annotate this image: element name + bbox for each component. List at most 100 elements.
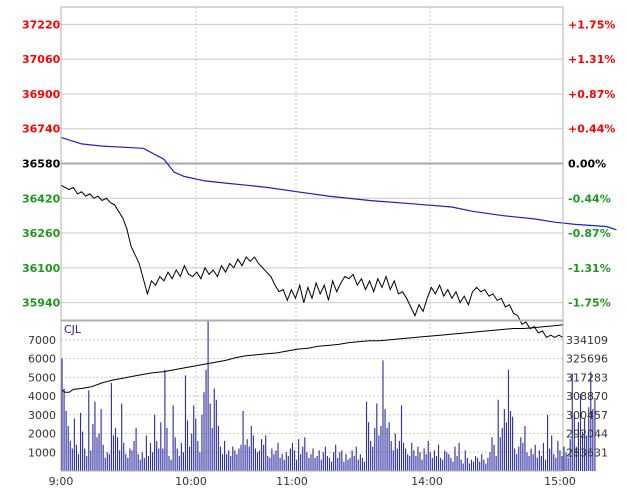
volume-bar — [252, 435, 254, 471]
volume-bar — [178, 456, 180, 471]
volume-bar — [514, 448, 516, 471]
percent-tick-label: +1.75% — [568, 18, 615, 31]
volume-bar — [279, 457, 281, 471]
volume-bar — [544, 459, 547, 471]
volume-bar — [267, 456, 269, 471]
volume-bar — [396, 448, 398, 471]
volume-bar — [129, 448, 131, 471]
volume-bar — [61, 358, 63, 471]
volume-bar — [215, 399, 217, 471]
volume-tick-label: 1000 — [28, 446, 56, 459]
volume-bar — [328, 457, 331, 471]
volume-bar — [141, 452, 143, 471]
percent-tick-label: -1.75% — [568, 297, 611, 310]
volume-bar — [289, 448, 291, 471]
price-tick-label: 36420 — [22, 192, 61, 205]
volume-bar — [586, 435, 588, 471]
volume-bar — [73, 418, 75, 471]
volume-bar — [271, 448, 273, 471]
volume-bar — [361, 457, 363, 471]
volume-bar — [368, 422, 370, 471]
volume-bar — [374, 427, 376, 471]
volume-bar — [96, 437, 98, 471]
volume-bar — [400, 405, 403, 471]
volume-bar — [156, 441, 158, 471]
volume-bar — [82, 431, 84, 471]
volume-bar — [250, 426, 252, 471]
volume-bar — [65, 411, 67, 471]
volume-bar — [349, 457, 351, 471]
volume-bar — [528, 456, 530, 471]
volume-bar — [573, 414, 575, 471]
volume-bar — [137, 454, 139, 471]
volume-bar — [127, 457, 129, 471]
volume-bar — [520, 437, 522, 471]
volume-bar — [238, 448, 240, 471]
volume-bar — [335, 444, 337, 471]
volume-bar — [483, 459, 485, 471]
volume-bar — [112, 435, 115, 471]
volume-bar — [540, 456, 542, 471]
volume-bar — [446, 452, 448, 471]
volume-bar — [139, 459, 141, 471]
volume-bar — [143, 457, 145, 471]
volume-bar — [306, 452, 308, 471]
volume-bar — [357, 459, 359, 471]
volume-bar — [184, 375, 187, 471]
percent-tick-label: +0.44% — [568, 123, 615, 136]
volume-bar — [164, 369, 166, 471]
volume-bar — [370, 441, 372, 471]
volume-bar — [314, 457, 316, 471]
volume-bar — [532, 454, 534, 471]
volume-bar — [489, 452, 491, 471]
volume-bar — [571, 373, 573, 471]
volume-bar — [158, 448, 160, 471]
volume-bar — [474, 456, 477, 471]
volume-bar — [102, 444, 104, 471]
volume-bar — [221, 454, 224, 471]
percent-tick-label: +1.31% — [568, 53, 615, 66]
volume-bar — [347, 459, 349, 471]
volume-bar — [470, 459, 473, 471]
volume-bar — [310, 454, 312, 471]
volume-bar — [466, 457, 468, 471]
volume-bar — [390, 441, 392, 471]
volume-bar — [333, 452, 335, 471]
volume-bar — [363, 461, 366, 471]
volume-bar — [547, 414, 549, 471]
volume-bar — [71, 448, 73, 471]
volume-bar — [283, 459, 285, 471]
volume-panel-frame — [60, 320, 564, 472]
volume-bar — [75, 444, 77, 471]
volume-bar — [359, 454, 361, 471]
volume-bar — [590, 371, 592, 471]
volume-bar — [522, 442, 524, 471]
volume-bar — [226, 454, 228, 471]
volume-bar — [191, 433, 193, 471]
volume-bar — [119, 450, 121, 471]
volume-bar — [88, 390, 90, 471]
volume-bar — [174, 437, 176, 471]
volume-bar — [458, 442, 460, 471]
volume-bar — [448, 454, 450, 471]
volume-bar — [417, 446, 419, 471]
volume-bar — [339, 452, 341, 471]
volume-bar — [320, 459, 322, 471]
volume-bar — [452, 461, 454, 471]
volume-bar — [110, 382, 112, 471]
volume-bar — [125, 454, 127, 471]
volume-bar — [415, 456, 417, 471]
volume-bar — [154, 414, 156, 471]
volume-bar — [345, 454, 347, 471]
volume-bar — [316, 456, 318, 471]
volume-bar — [199, 452, 201, 471]
volume-bar — [429, 452, 431, 471]
volume-bar — [462, 463, 464, 471]
volume-bar — [505, 422, 507, 471]
volume-bar — [442, 459, 444, 471]
volume-bar — [201, 414, 203, 471]
volume-bar — [384, 409, 386, 471]
volume-bar — [145, 435, 147, 471]
volume-bar — [166, 427, 168, 471]
